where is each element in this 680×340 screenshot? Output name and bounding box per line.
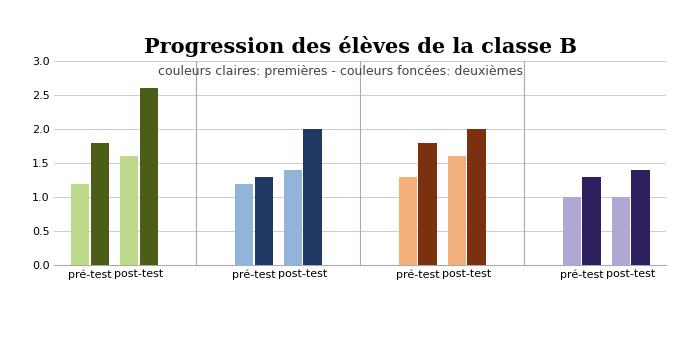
Text: couleurs claires: premières - couleurs foncées: deuxièmes: couleurs claires: premières - couleurs f… <box>158 65 522 78</box>
Bar <box>139 88 158 265</box>
Bar <box>418 143 437 265</box>
Bar <box>254 177 273 265</box>
Bar <box>467 129 486 265</box>
Bar <box>90 143 109 265</box>
Bar <box>563 197 581 265</box>
Bar <box>303 129 322 265</box>
Bar <box>631 170 649 265</box>
Bar <box>284 170 303 265</box>
Bar <box>612 197 630 265</box>
Bar <box>235 184 254 265</box>
Bar <box>583 177 601 265</box>
Bar <box>120 156 138 265</box>
Bar <box>399 177 418 265</box>
Bar <box>448 156 466 265</box>
Bar <box>71 184 90 265</box>
Title: Progression des élèves de la classe B: Progression des élèves de la classe B <box>144 36 577 57</box>
